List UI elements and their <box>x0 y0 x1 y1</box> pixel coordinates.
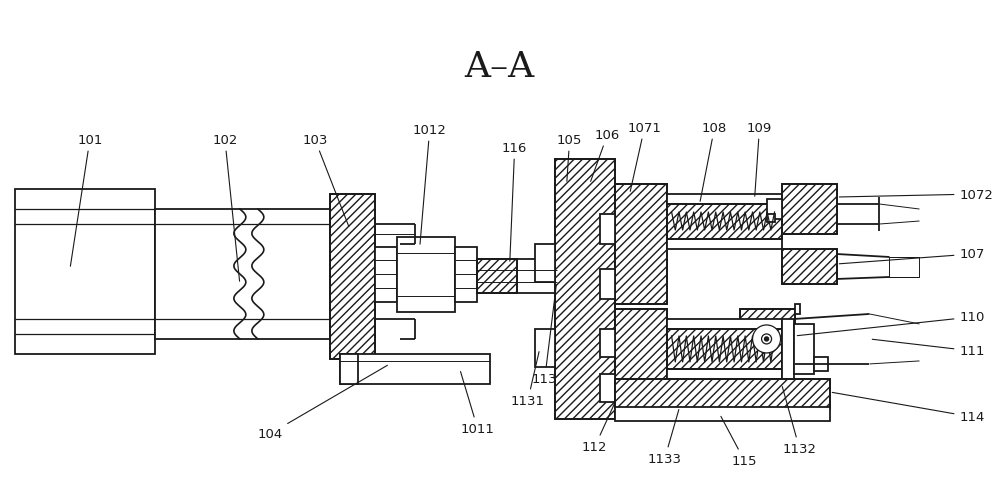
Bar <box>814 357 828 371</box>
Bar <box>782 249 837 285</box>
Text: 110: 110 <box>797 311 985 336</box>
Text: 111: 111 <box>872 340 985 358</box>
Bar <box>615 185 667 304</box>
Bar <box>782 185 837 235</box>
Bar <box>794 324 814 374</box>
Circle shape <box>762 334 772 344</box>
Bar <box>615 309 667 419</box>
Bar <box>397 238 455 312</box>
Bar <box>615 185 667 304</box>
Bar <box>600 329 615 357</box>
Text: 113: 113 <box>532 285 557 386</box>
Bar <box>615 407 830 421</box>
Text: 1012: 1012 <box>413 123 447 245</box>
Bar <box>667 205 782 240</box>
Circle shape <box>765 337 769 341</box>
Text: 1133: 1133 <box>648 410 682 466</box>
Text: 114: 114 <box>832 393 985 424</box>
Bar <box>782 319 794 379</box>
Text: 1071: 1071 <box>628 121 662 192</box>
Bar <box>477 259 557 293</box>
Bar <box>455 247 477 302</box>
Text: 115: 115 <box>721 417 757 468</box>
Bar <box>375 247 397 302</box>
Bar <box>782 249 837 285</box>
Text: 108: 108 <box>700 121 727 202</box>
Bar <box>330 195 375 359</box>
Text: 101: 101 <box>70 133 103 267</box>
Bar <box>667 329 782 369</box>
Bar <box>600 374 615 402</box>
Bar <box>615 309 667 419</box>
Bar <box>740 309 795 364</box>
Text: 112: 112 <box>582 402 615 454</box>
Text: 1072: 1072 <box>839 188 993 201</box>
Text: 109: 109 <box>747 121 772 197</box>
Bar <box>667 205 782 240</box>
Text: 106: 106 <box>591 128 620 182</box>
Bar <box>155 210 330 339</box>
Bar <box>535 329 555 367</box>
Bar <box>615 379 830 409</box>
Text: 105: 105 <box>557 133 582 182</box>
Bar <box>667 195 782 249</box>
Text: 1131: 1131 <box>511 352 545 408</box>
Bar <box>667 329 782 369</box>
Bar <box>889 257 919 277</box>
Text: A–A: A–A <box>465 50 535 84</box>
Bar <box>477 259 517 293</box>
Text: 107: 107 <box>839 248 985 264</box>
Text: 116: 116 <box>502 141 527 262</box>
Bar <box>795 304 800 314</box>
Bar <box>555 160 615 419</box>
Text: 104: 104 <box>257 365 387 440</box>
Bar <box>555 160 615 419</box>
Bar <box>767 199 782 220</box>
Bar <box>782 185 837 235</box>
Bar <box>600 214 615 244</box>
Bar <box>535 244 555 282</box>
Bar <box>15 190 155 354</box>
Bar <box>477 259 517 293</box>
Bar <box>767 214 775 223</box>
Circle shape <box>753 325 781 353</box>
Bar <box>667 319 782 379</box>
Text: 102: 102 <box>212 133 240 282</box>
Bar <box>615 379 830 409</box>
Bar <box>340 354 490 384</box>
Text: 103: 103 <box>302 133 349 227</box>
Bar <box>340 354 358 384</box>
Bar <box>740 309 795 364</box>
Text: 1011: 1011 <box>461 372 495 436</box>
Bar <box>600 270 615 299</box>
Text: 1132: 1132 <box>782 387 817 455</box>
Bar <box>330 195 375 359</box>
